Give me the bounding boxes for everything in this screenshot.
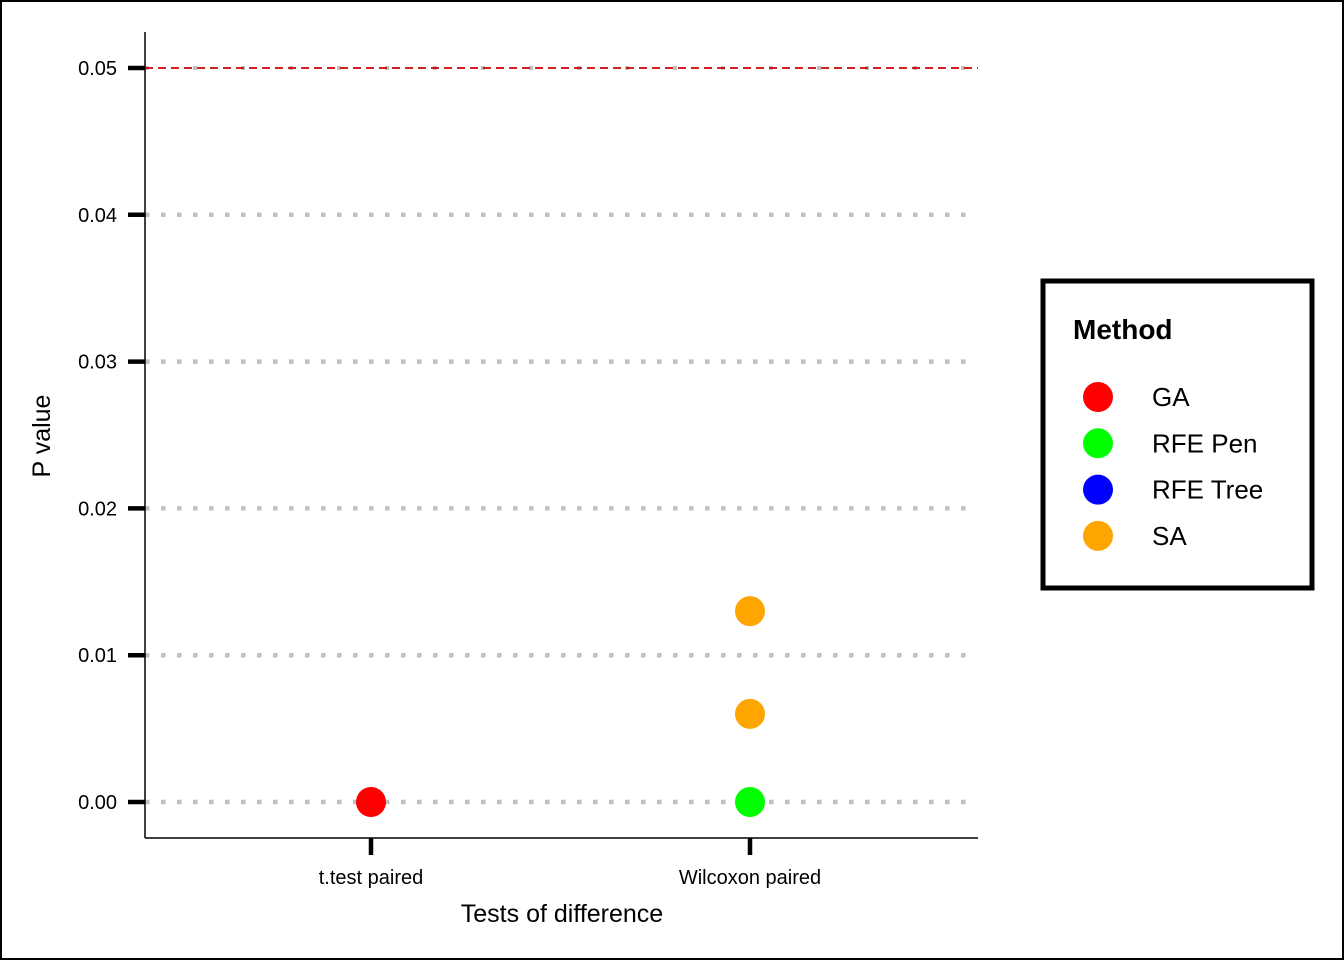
- data-point-ga: [356, 787, 386, 817]
- y-tick-label: 0.02: [78, 498, 117, 520]
- y-axis-title: P value: [28, 395, 56, 478]
- axes: [144, 32, 978, 839]
- x-tick-label: Wilcoxon paired: [679, 867, 821, 889]
- legend-label: GA: [1152, 382, 1190, 412]
- legend-label: SA: [1152, 521, 1187, 551]
- data-point-sa: [735, 596, 765, 627]
- y-tick-label: 0.04: [78, 205, 117, 227]
- legend-label: RFE Pen: [1152, 428, 1258, 458]
- legend-key: [1083, 382, 1113, 412]
- y-tick-label: 0.01: [78, 645, 117, 667]
- y-tick-label: 0.03: [78, 352, 117, 374]
- x-axis-ticks: t.test paired Wilcoxon paired: [319, 838, 821, 889]
- data-point-rfe-pen: [735, 787, 765, 817]
- y-tick-label: 0.00: [78, 792, 117, 814]
- legend-label: RFE Tree: [1152, 475, 1263, 505]
- legend-key: [1083, 474, 1113, 505]
- x-tick-label: t.test paired: [319, 867, 424, 889]
- y-axis-ticks: 0.00 0.01 0.02 0.03 0.04 0.05: [78, 58, 145, 814]
- legend-items: GA RFE Pen RFE Tree SA: [1083, 382, 1263, 551]
- gridlines: [145, 66, 968, 805]
- legend-key: [1083, 520, 1113, 551]
- x-axis-title: Tests of difference: [461, 900, 663, 928]
- legend-title: Method: [1073, 314, 1173, 345]
- legend: Method GA RFE Pen RFE Tree SA: [1040, 278, 1315, 591]
- y-tick-label: 0.05: [78, 58, 117, 80]
- data-point-sa: [735, 698, 765, 729]
- data-points: [356, 596, 765, 817]
- legend-key: [1083, 428, 1113, 459]
